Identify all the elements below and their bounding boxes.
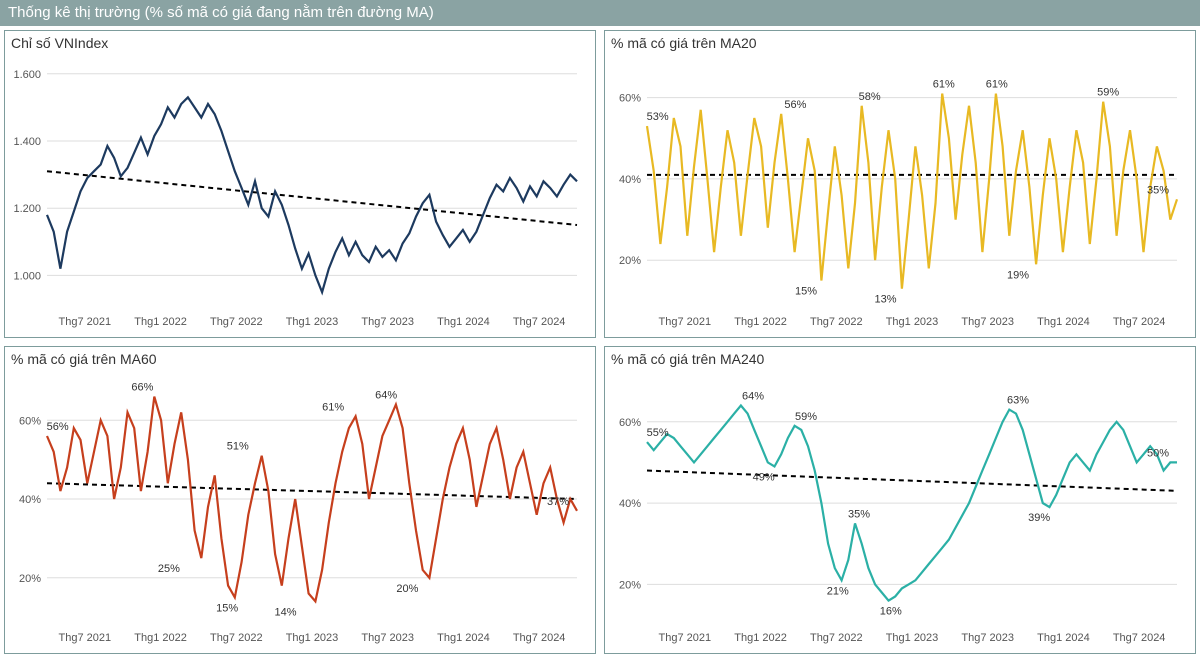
svg-text:1.400: 1.400	[13, 136, 41, 148]
svg-text:55%: 55%	[647, 427, 669, 439]
svg-text:64%: 64%	[742, 391, 764, 403]
svg-text:19%: 19%	[1007, 269, 1029, 281]
svg-text:Thg7 2023: Thg7 2023	[961, 316, 1014, 328]
svg-text:Thg7 2024: Thg7 2024	[513, 632, 566, 644]
svg-text:58%: 58%	[859, 91, 881, 103]
svg-text:64%: 64%	[375, 390, 397, 402]
svg-text:40%: 40%	[619, 174, 641, 186]
svg-text:56%: 56%	[47, 421, 69, 433]
svg-text:59%: 59%	[795, 411, 817, 423]
svg-text:20%: 20%	[619, 579, 641, 591]
svg-text:Thg7 2021: Thg7 2021	[659, 632, 712, 644]
svg-text:56%: 56%	[784, 99, 806, 111]
svg-text:1.600: 1.600	[13, 69, 41, 81]
svg-text:1.000: 1.000	[13, 270, 41, 282]
panel-title-vnindex: Chỉ số VNIndex	[11, 35, 108, 51]
svg-text:15%: 15%	[216, 602, 238, 614]
svg-text:Thg7 2022: Thg7 2022	[210, 316, 263, 328]
panel-title-ma240: % mã có giá trên MA240	[611, 351, 764, 367]
svg-text:20%: 20%	[619, 255, 641, 267]
chart-vnindex: 1.000 1.200 1.400 1.600 Thg7 2021 Thg1 2022 Th…	[5, 31, 595, 337]
svg-text:35%: 35%	[1147, 184, 1169, 196]
svg-text:Thg7 2023: Thg7 2023	[961, 632, 1014, 644]
panel-title-ma60: % mã có giá trên MA60	[11, 351, 157, 367]
header-bar: Thống kê thị trường (% số mã có giá đang…	[0, 0, 1200, 26]
svg-text:Thg1 2023: Thg1 2023	[886, 632, 939, 644]
svg-text:61%: 61%	[933, 79, 955, 91]
svg-text:Thg1 2024: Thg1 2024	[437, 316, 490, 328]
svg-text:Thg1 2024: Thg1 2024	[1037, 632, 1090, 644]
svg-text:Thg7 2023: Thg7 2023	[361, 316, 414, 328]
chart-grid: Chỉ số VNIndex 1.000 1.200 1.400 1.600 Thg7 …	[0, 26, 1200, 658]
svg-text:Thg7 2024: Thg7 2024	[1113, 316, 1166, 328]
svg-text:Thg7 2024: Thg7 2024	[513, 316, 566, 328]
svg-text:Thg7 2024: Thg7 2024	[1113, 632, 1166, 644]
svg-text:Thg1 2023: Thg1 2023	[286, 632, 339, 644]
svg-text:51%: 51%	[227, 441, 249, 453]
svg-text:1.200: 1.200	[13, 203, 41, 215]
svg-text:60%: 60%	[619, 93, 641, 105]
svg-text:66%: 66%	[131, 382, 153, 394]
svg-text:Thg1 2022: Thg1 2022	[134, 632, 187, 644]
svg-text:Thg7 2023: Thg7 2023	[361, 632, 414, 644]
svg-text:39%: 39%	[1028, 512, 1050, 524]
chart-ma240: 20% 40% 60% Thg7 2021 Thg1 2022 Thg7 2022 Thg1…	[605, 347, 1195, 653]
svg-text:Thg7 2022: Thg7 2022	[810, 632, 863, 644]
chart-ma20: 20% 40% 60% Thg7 2021 Thg1 2022 Thg7 2022 Thg1…	[605, 31, 1195, 337]
header-title: Thống kê thị trường (% số mã có giá đang…	[8, 4, 434, 21]
svg-text:25%: 25%	[158, 563, 180, 575]
svg-text:40%: 40%	[19, 494, 41, 506]
svg-text:35%: 35%	[848, 508, 870, 520]
panel-title-ma20: % mã có giá trên MA20	[611, 35, 757, 51]
svg-text:50%: 50%	[1147, 447, 1169, 459]
svg-text:16%: 16%	[880, 606, 902, 618]
svg-text:Thg1 2022: Thg1 2022	[134, 316, 187, 328]
svg-text:Thg1 2022: Thg1 2022	[734, 632, 787, 644]
svg-text:Thg7 2021: Thg7 2021	[659, 316, 712, 328]
svg-text:Thg1 2023: Thg1 2023	[886, 316, 939, 328]
svg-text:49%: 49%	[753, 471, 775, 483]
panel-vnindex: Chỉ số VNIndex 1.000 1.200 1.400 1.600 Thg7 …	[4, 30, 596, 338]
svg-text:14%: 14%	[274, 606, 296, 618]
svg-text:13%: 13%	[874, 294, 896, 306]
svg-text:40%: 40%	[619, 498, 641, 510]
svg-text:20%: 20%	[396, 583, 418, 595]
svg-text:Thg7 2022: Thg7 2022	[810, 316, 863, 328]
svg-text:20%: 20%	[19, 573, 41, 585]
panel-ma20: % mã có giá trên MA20 20% 40% 60% Thg7 2021…	[604, 30, 1196, 338]
svg-text:Thg1 2024: Thg1 2024	[437, 632, 490, 644]
svg-text:61%: 61%	[322, 401, 344, 413]
svg-text:Thg7 2022: Thg7 2022	[210, 632, 263, 644]
svg-text:15%: 15%	[795, 286, 817, 298]
svg-text:Thg1 2023: Thg1 2023	[286, 316, 339, 328]
svg-text:60%: 60%	[19, 415, 41, 427]
panel-ma60: % mã có giá trên MA60 20% 40% 60% Thg7 2021…	[4, 346, 596, 654]
svg-text:21%: 21%	[827, 585, 849, 597]
svg-text:Thg1 2024: Thg1 2024	[1037, 316, 1090, 328]
svg-text:59%: 59%	[1097, 87, 1119, 99]
panel-ma240: % mã có giá trên MA240 20% 40% 60% Thg7 202…	[604, 346, 1196, 654]
svg-text:Thg7 2021: Thg7 2021	[59, 632, 112, 644]
svg-text:61%: 61%	[986, 79, 1008, 91]
svg-text:53%: 53%	[647, 111, 669, 123]
svg-text:Thg1 2022: Thg1 2022	[734, 316, 787, 328]
svg-text:63%: 63%	[1007, 395, 1029, 407]
svg-text:60%: 60%	[619, 417, 641, 429]
svg-text:Thg7 2021: Thg7 2021	[59, 316, 112, 328]
page-root: Thống kê thị trường (% số mã có giá đang…	[0, 0, 1200, 658]
svg-text:37%: 37%	[547, 496, 569, 508]
chart-ma60: 20% 40% 60% Thg7 2021 Thg1 2022 Thg7 2022 Thg1…	[5, 347, 595, 653]
